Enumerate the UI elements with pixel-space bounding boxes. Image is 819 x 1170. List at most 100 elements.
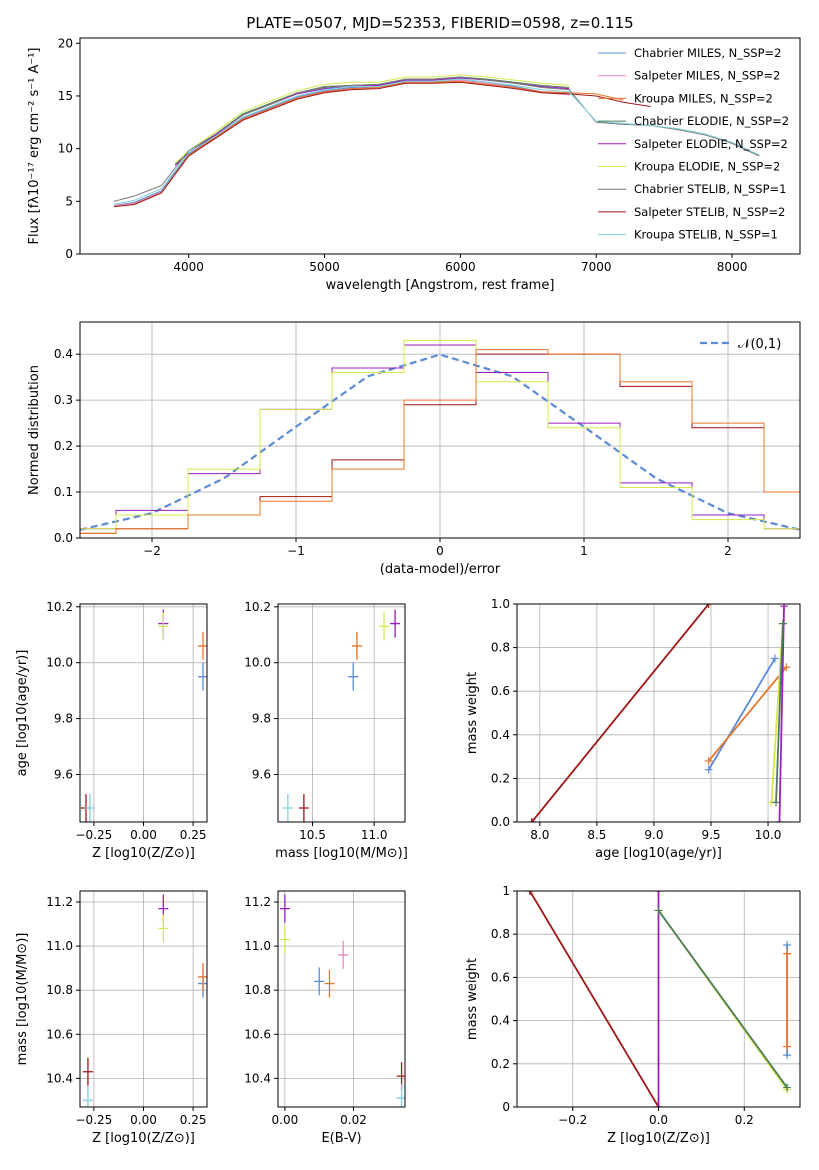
- legend-label: Kroupa ELODIE, N_SSP=2: [634, 160, 780, 174]
- legend-label: Salpeter ELODIE, N_SSP=2: [634, 137, 788, 151]
- data-point-kroupa_miles: [782, 663, 791, 672]
- x-axis-label: Z [log10(Z/Z⊙)]: [607, 1131, 710, 1146]
- data-point-kroupa_stelib: [282, 794, 293, 822]
- x-tick-label: −0.25: [76, 828, 113, 842]
- x-axis-label: age [log10(age/yr)]: [595, 846, 722, 861]
- y-tick-label: 20: [58, 36, 73, 50]
- y-tick-label: 0.2: [491, 771, 510, 785]
- x-tick-label: 5000: [309, 260, 340, 274]
- data-point-salpeter_elodie: [780, 604, 789, 611]
- series-line-kroupa_elodie: [80, 339, 800, 530]
- legend-label: Chabrier MILES, N_SSP=2: [634, 46, 781, 60]
- y-tick-label: 10.4: [244, 1071, 271, 1085]
- data-point-chabrier_elodie: [772, 798, 781, 807]
- data-point-salpeter_elodie: [775, 818, 784, 822]
- data-point-kroupa_miles: [198, 962, 207, 991]
- legend-label: 𝒩(0,1): [738, 337, 781, 352]
- y-tick-label: 0.1: [54, 485, 73, 499]
- x-tick-label: 0.25: [180, 1113, 207, 1127]
- legend-label: Salpeter STELIB, N_SSP=2: [634, 205, 785, 219]
- x-tick-label: −1: [287, 544, 305, 558]
- y-tick-label: 10.2: [46, 600, 73, 614]
- y-axis-label: mass weight: [465, 958, 480, 1040]
- panel-6: [76, 890, 208, 1111]
- series-line-salpeter_stelib: [113, 81, 651, 208]
- series-line-salpeter_stelib: [531, 604, 710, 822]
- data-point-chabrier_miles: [783, 941, 792, 949]
- y-tick-label: 0: [502, 1100, 510, 1114]
- x-tick-label: 10.0: [755, 828, 782, 842]
- x-tick-label: 0.0: [649, 1113, 668, 1127]
- series-line-chabrier_elodie: [657, 909, 788, 1089]
- data-point-salpeter_stelib: [704, 604, 713, 608]
- data-point-chabrier_miles: [783, 1051, 792, 1060]
- series-line-chabrier_miles: [113, 78, 570, 207]
- data-point-kroupa_stelib: [84, 794, 95, 822]
- y-tick-label: 0.4: [54, 347, 73, 361]
- y-axis-label: mass [log10(M/M⊙)]: [15, 933, 30, 1066]
- y-tick-label: 11.0: [46, 939, 73, 953]
- data-point-kroupa_miles: [783, 949, 792, 958]
- axes-frame: [79, 37, 801, 255]
- series-line-kroupa_stelib: [113, 78, 760, 205]
- data-point-chabrier_miles: [314, 967, 325, 996]
- data-point-salpeter_stelib: [527, 818, 536, 822]
- data-point-chabrier_elodie: [654, 906, 663, 915]
- data-point-kroupa_miles: [351, 631, 362, 660]
- series-line-chabrier_miles: [707, 658, 776, 771]
- legend-label: Chabrier STELIB, N_SSP=1: [634, 182, 786, 196]
- x-tick-label: 0.25: [180, 828, 207, 842]
- x-tick-label: 0.2: [735, 1113, 754, 1127]
- series-group: [525, 891, 792, 1107]
- series-line-chabrier_elodie: [775, 623, 784, 803]
- panel-1: [76, 37, 801, 258]
- legend-label: Kroupa STELIB, N_SSP=1: [634, 228, 778, 242]
- series-group: [279, 894, 405, 1107]
- panel-2: [76, 321, 801, 542]
- data-point-salpeter_elodie: [390, 609, 401, 638]
- y-axis-label: Flux [fλ10⁻¹⁷ erg cm⁻² s⁻¹ A⁻¹]: [27, 48, 42, 245]
- x-tick-label: 1: [580, 544, 588, 558]
- series-group: [80, 609, 207, 822]
- y-tick-label: 0.6: [491, 970, 510, 984]
- data-point-chabrier_miles: [704, 765, 713, 774]
- y-tick-label: 11.2: [244, 895, 271, 909]
- data-point-salpeter_elodie: [279, 894, 290, 923]
- y-tick-label: 10.0: [46, 656, 73, 670]
- axes-frame: [277, 603, 406, 823]
- panel-3: [76, 603, 208, 826]
- panel-7: [274, 890, 406, 1111]
- y-tick-label: 9.8: [252, 712, 271, 726]
- x-tick-label: 6000: [445, 260, 476, 274]
- series-group: [527, 604, 791, 822]
- data-point-kroupa_miles: [783, 1042, 792, 1051]
- y-tick-label: 0.3: [54, 393, 73, 407]
- series-group: [282, 609, 401, 822]
- data-point-salpeter_stelib: [525, 891, 534, 895]
- data-point-salpeter_stelib: [82, 1057, 93, 1086]
- x-axis-label: Z [log10(Z/Z⊙)]: [92, 1131, 195, 1146]
- y-tick-label: 9.8: [54, 712, 73, 726]
- x-tick-label: 11.0: [361, 828, 388, 842]
- y-tick-label: 10.0: [244, 656, 271, 670]
- x-tick-label: 0: [436, 544, 444, 558]
- y-tick-label: 9.6: [54, 767, 73, 781]
- y-tick-label: 0: [65, 247, 73, 261]
- x-tick-label: 8000: [717, 260, 748, 274]
- x-tick-label: 7000: [581, 260, 612, 274]
- axes-frame: [516, 603, 801, 823]
- y-tick-label: 10.4: [46, 1071, 73, 1085]
- y-tick-label: 10.2: [244, 600, 271, 614]
- data-point-salpeter_miles: [338, 940, 349, 969]
- axes-frame: [277, 890, 406, 1108]
- data-point-kroupa_elodie: [379, 612, 390, 641]
- y-axis-label: Normed distribution: [27, 365, 42, 495]
- x-tick-label: 10.5: [299, 828, 326, 842]
- legend-label: Kroupa MILES, N_SSP=2: [634, 91, 773, 105]
- y-tick-label: 0.0: [491, 815, 510, 829]
- data-point-kroupa_elodie: [279, 925, 290, 954]
- x-axis-label: Z [log10(Z/Z⊙)]: [92, 846, 195, 861]
- x-tick-label: −2: [143, 544, 161, 558]
- y-tick-label: 10.6: [46, 1027, 73, 1041]
